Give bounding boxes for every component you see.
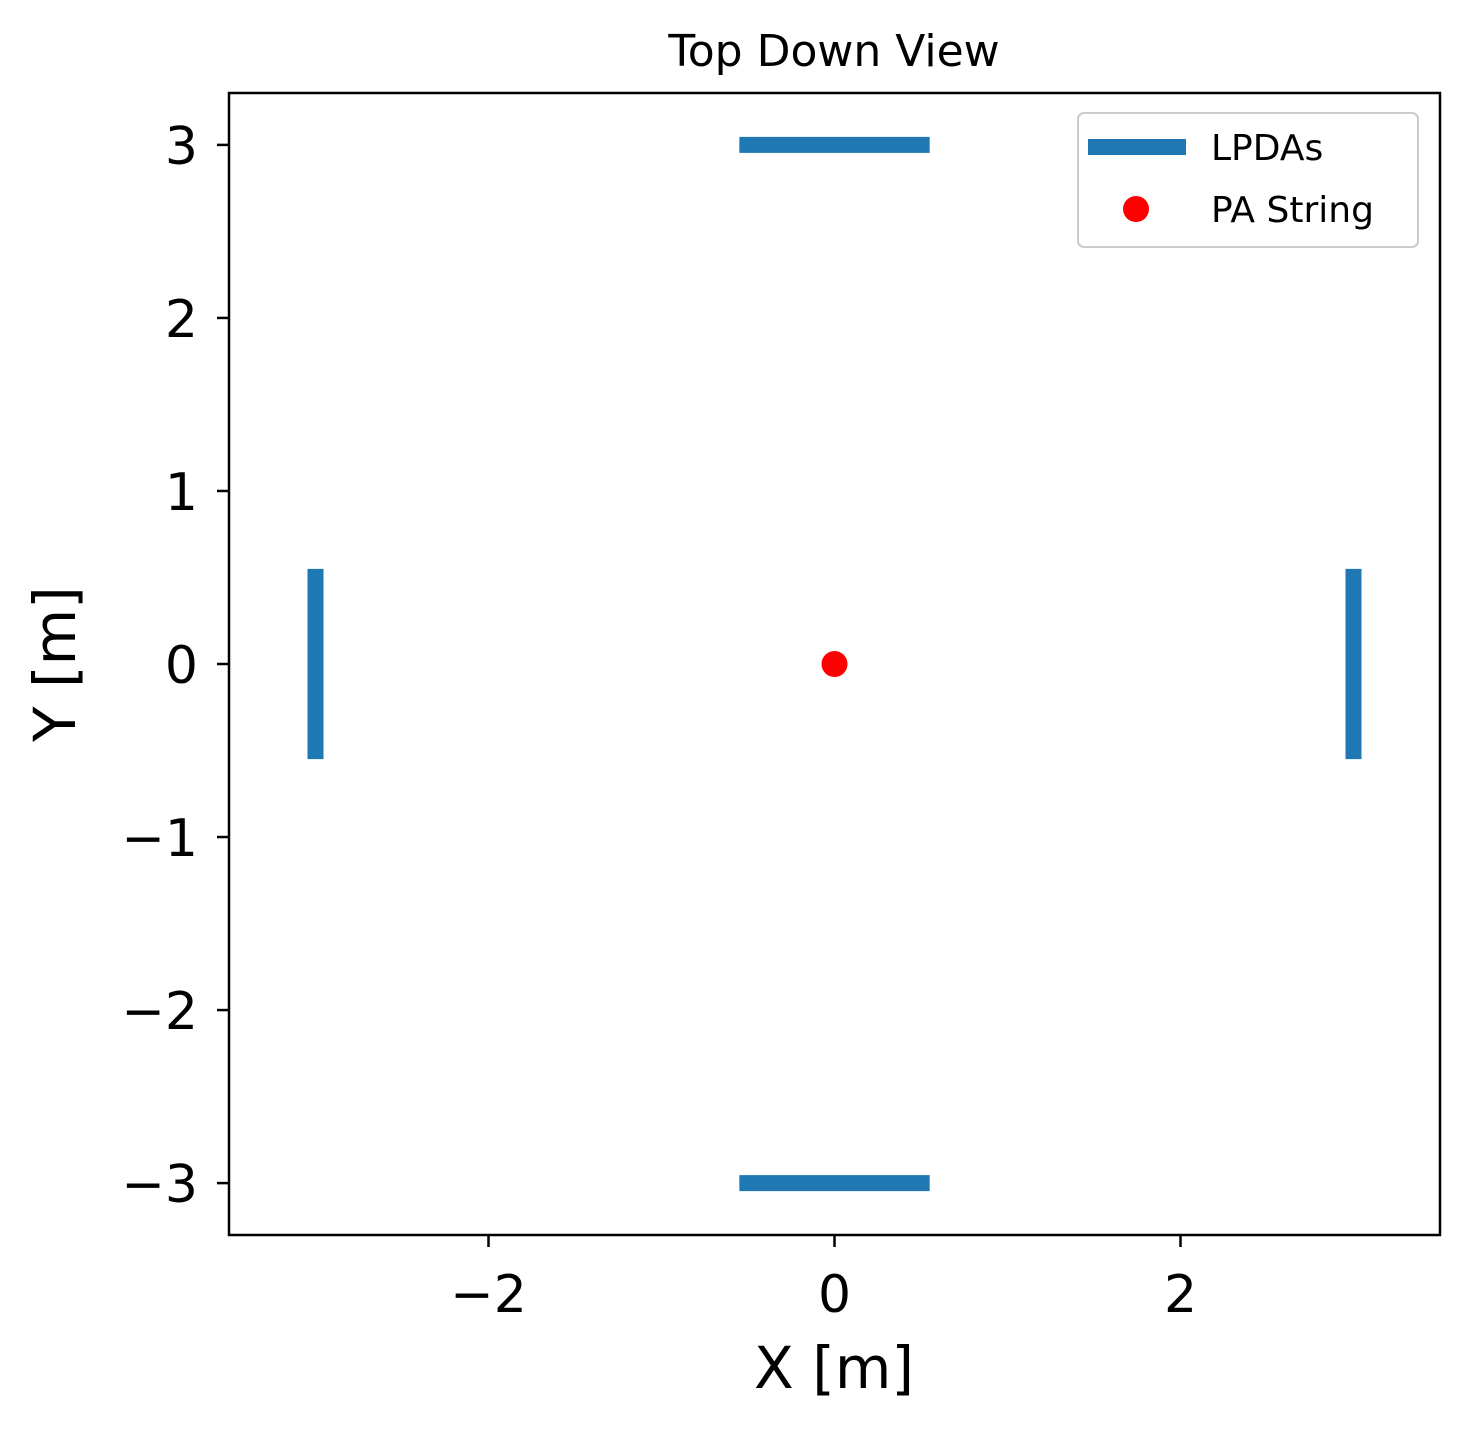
legend-pa-string-label: PA String [1211, 190, 1374, 231]
legend-lpdas-label: LPDAs [1211, 128, 1323, 169]
y-axis-label: Y [m] [21, 586, 89, 743]
x-axis-label: X [m] [754, 1334, 914, 1402]
y-tick-label: −1 [121, 809, 198, 869]
plot-marks [307, 136, 1362, 1192]
x-axis-ticks: −2 0 2 [450, 1235, 1197, 1325]
x-tick-label: 0 [818, 1265, 851, 1325]
pa-string-point-1 [821, 651, 848, 677]
chart-title: Top Down View [667, 26, 999, 77]
y-tick-label: 1 [165, 463, 198, 523]
x-tick-label: −2 [450, 1265, 527, 1325]
y-axis-ticks: −3 −2 −1 0 1 2 3 [121, 117, 229, 1215]
legend-pa-string-swatch [1123, 196, 1149, 222]
legend: LPDAs PA String [1077, 112, 1419, 248]
y-tick-label: 3 [165, 117, 198, 177]
y-tick-label: 2 [165, 290, 198, 350]
x-tick-label: 2 [1164, 1265, 1197, 1325]
y-tick-label: −2 [121, 982, 198, 1042]
y-tick-label: −3 [121, 1155, 198, 1215]
y-tick-label: 0 [165, 636, 198, 696]
